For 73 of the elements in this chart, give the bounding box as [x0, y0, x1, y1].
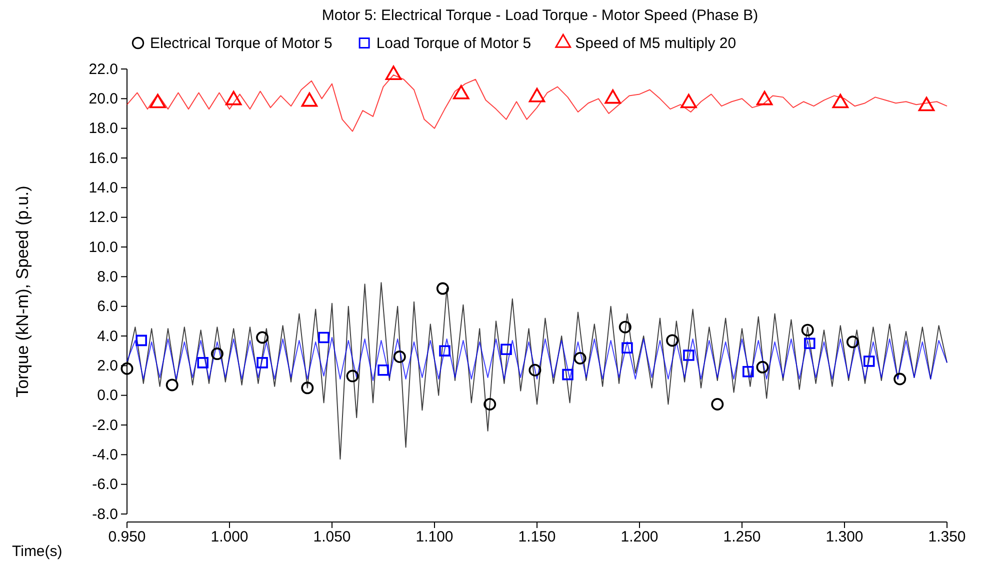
point [256, 331, 269, 344]
point [136, 334, 147, 346]
point [346, 370, 359, 382]
point [256, 357, 268, 368]
y-tick-label: -8.0 [92, 506, 118, 523]
y-tick-label: 0.0 [97, 387, 118, 404]
point [832, 94, 849, 108]
point [574, 352, 586, 364]
y-tick-label: 16.0 [88, 150, 118, 167]
x-tick-label: 1.200 [620, 528, 658, 546]
y-tick-label: -4.0 [92, 446, 118, 464]
point [742, 366, 754, 378]
y-tick-label: 18.0 [88, 120, 118, 138]
point [318, 332, 330, 344]
x-tick-label: 1.350 [928, 528, 966, 546]
y-tick-label: 22.0 [88, 60, 118, 78]
point [500, 344, 512, 355]
point [528, 88, 546, 102]
point [210, 348, 224, 360]
point [683, 350, 694, 361]
point [150, 94, 166, 108]
x-tick-label: 1.250 [723, 528, 761, 546]
y-tick-label: -2.0 [92, 416, 118, 434]
x-tick-label: 1.100 [416, 528, 454, 546]
y-tick-label: 8.0 [97, 268, 118, 286]
y-tick-label: 4.0 [97, 328, 118, 345]
point [120, 362, 134, 375]
point [301, 92, 318, 107]
y-tick-label: 12.0 [88, 209, 118, 226]
y-tick-label: 6.0 [97, 298, 118, 316]
point [666, 334, 679, 347]
point [711, 398, 724, 410]
y-tick-label: 20.0 [88, 90, 118, 108]
point [863, 356, 875, 367]
y-axis-title: Torque (kN-m), Speed (p.u.) [13, 186, 32, 398]
point [604, 89, 621, 104]
point [453, 84, 470, 100]
point [301, 382, 314, 394]
point [804, 338, 816, 350]
point [846, 336, 859, 348]
point [622, 342, 633, 354]
legend-label: Electrical Torque of Motor 5 [150, 35, 332, 52]
point [918, 96, 935, 112]
point [756, 90, 773, 106]
point [680, 94, 697, 108]
point [378, 364, 389, 376]
legend-label: Load Torque of Motor 5 [376, 35, 532, 52]
legend-label: Speed of M5 multiply 20 [575, 35, 736, 52]
point [756, 360, 769, 374]
point [166, 378, 178, 392]
point [197, 357, 208, 368]
y-tick-label: 14.0 [88, 179, 118, 196]
y-tick-label: 2.0 [97, 357, 118, 374]
point [385, 66, 402, 80]
point [618, 320, 632, 334]
point [894, 372, 906, 386]
x-tick-label: 1.000 [210, 528, 248, 546]
point [801, 324, 814, 336]
x-tick-label: 1.050 [313, 528, 351, 546]
y-tick-label: -6.0 [92, 476, 118, 494]
x-tick-label: 0.950 [108, 528, 146, 546]
point [562, 368, 574, 380]
point [436, 282, 449, 295]
x-tick-label: 1.300 [826, 528, 864, 546]
point [225, 90, 242, 106]
x-tick-label: 1.150 [518, 528, 556, 546]
point [439, 345, 450, 356]
y-tick-label: 10.0 [88, 238, 118, 256]
chart-title: Motor 5: Electrical Torque - Load Torque - Motor Speed (Phase B) [322, 7, 758, 24]
x-axis-title: Time(s) [12, 543, 62, 560]
point [484, 398, 496, 410]
point [393, 350, 406, 364]
point [528, 364, 542, 376]
